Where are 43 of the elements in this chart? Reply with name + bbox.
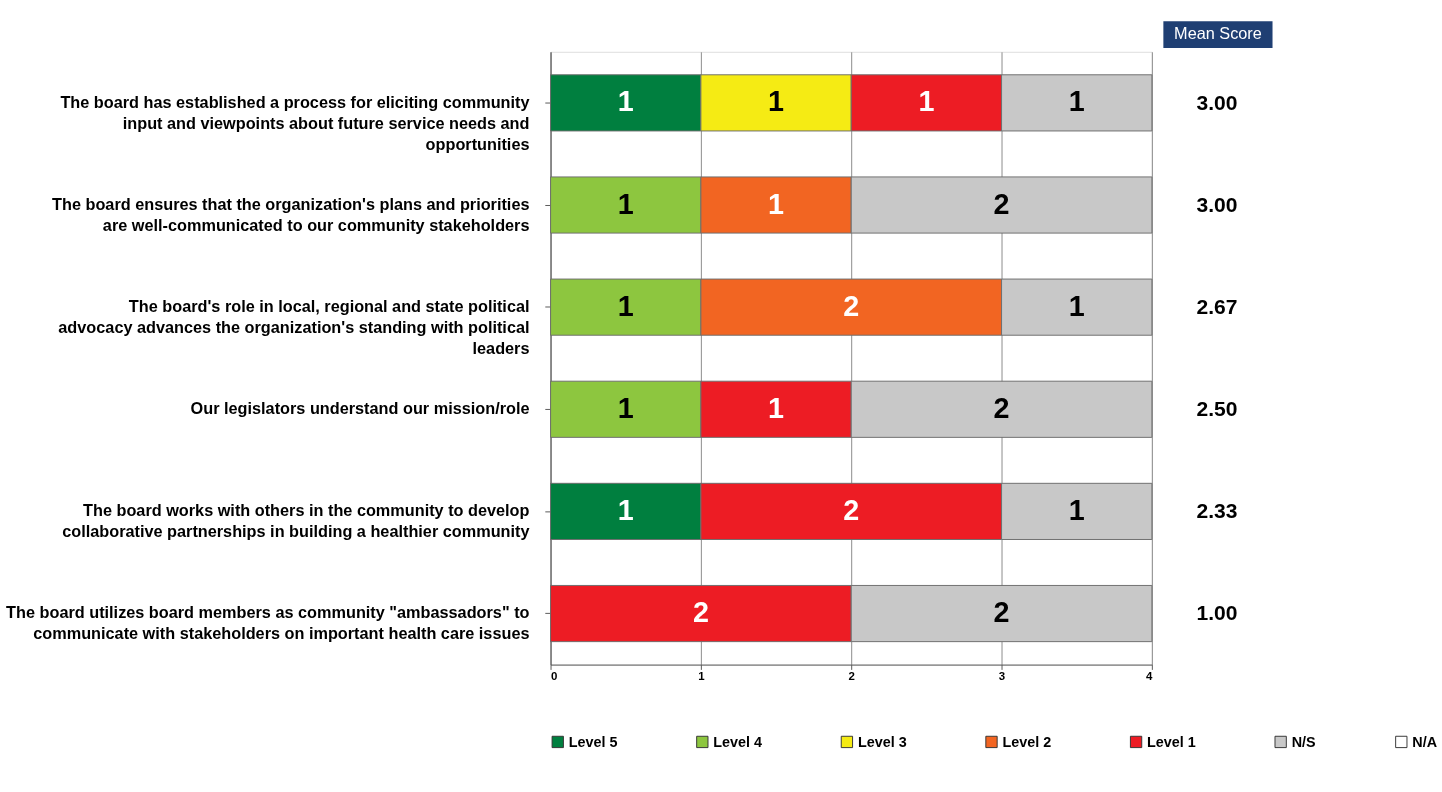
text: 2.67 xyxy=(1196,294,1238,318)
legend-label: Level 4 xyxy=(713,733,763,750)
legend-label: Level 2 xyxy=(1002,733,1052,750)
data-label: 1 xyxy=(1068,85,1085,118)
y-tick-label: Our legislators understand our mission/role xyxy=(190,399,530,418)
data-label: 1 xyxy=(617,289,634,322)
data-label: 1 xyxy=(768,85,785,118)
text: 3.00 xyxy=(1196,90,1238,114)
data-label: 1 xyxy=(617,391,634,424)
data-label: 1 xyxy=(617,187,634,220)
x-tick-label: 3 xyxy=(998,670,1006,683)
data-label: 2 xyxy=(843,494,860,527)
x-tick-label: 4 xyxy=(1145,670,1153,683)
legend-label: N/A xyxy=(1412,733,1438,750)
data-label: 1 xyxy=(768,391,785,424)
y-tick-label: The board works with others in the community to develop collaborative partnerships in building a healthier community xyxy=(62,501,530,541)
legend-label: Level 1 xyxy=(1147,733,1196,750)
text: Mean Score xyxy=(1174,24,1262,43)
data-label: 1 xyxy=(1068,289,1085,322)
text: 1.00 xyxy=(1196,601,1238,625)
text: 2.33 xyxy=(1196,499,1238,523)
text: 2.50 xyxy=(1196,396,1238,420)
text: 3.00 xyxy=(1196,192,1238,216)
legend-label: N/S xyxy=(1291,733,1317,750)
x-tick-label: 1 xyxy=(698,670,706,683)
data-label: 2 xyxy=(993,596,1010,629)
data-label: 2 xyxy=(993,187,1010,220)
legend-label: Level 5 xyxy=(568,733,618,750)
data-label: 1 xyxy=(918,85,935,118)
data-label: 2 xyxy=(843,289,860,322)
y-tick-label: The board ensures that the organization's plans and priorities are well-communicated to our community stakeholders xyxy=(52,194,530,234)
x-tick-label: 2 xyxy=(848,670,855,683)
legend-label: Level 3 xyxy=(857,733,907,750)
data-label: 2 xyxy=(692,596,709,629)
data-label: 1 xyxy=(768,187,785,220)
data-label: 2 xyxy=(993,391,1010,424)
y-tick-label: The board utilizes board members as community "ambassadors" to communicate with stakeholders on important health care issues xyxy=(6,603,530,643)
y-tick-label: The board's role in local, regional and state political advocacy advances the organization's standing with political leaders xyxy=(58,296,530,358)
y-tick-label: The board has established a process for eliciting community input and viewpoints about future service needs and opportunities xyxy=(60,92,530,153)
x-tick-label: 0 xyxy=(551,670,558,683)
data-label: 1 xyxy=(617,85,634,118)
data-label: 1 xyxy=(617,494,634,527)
data-label: 1 xyxy=(1068,494,1085,527)
